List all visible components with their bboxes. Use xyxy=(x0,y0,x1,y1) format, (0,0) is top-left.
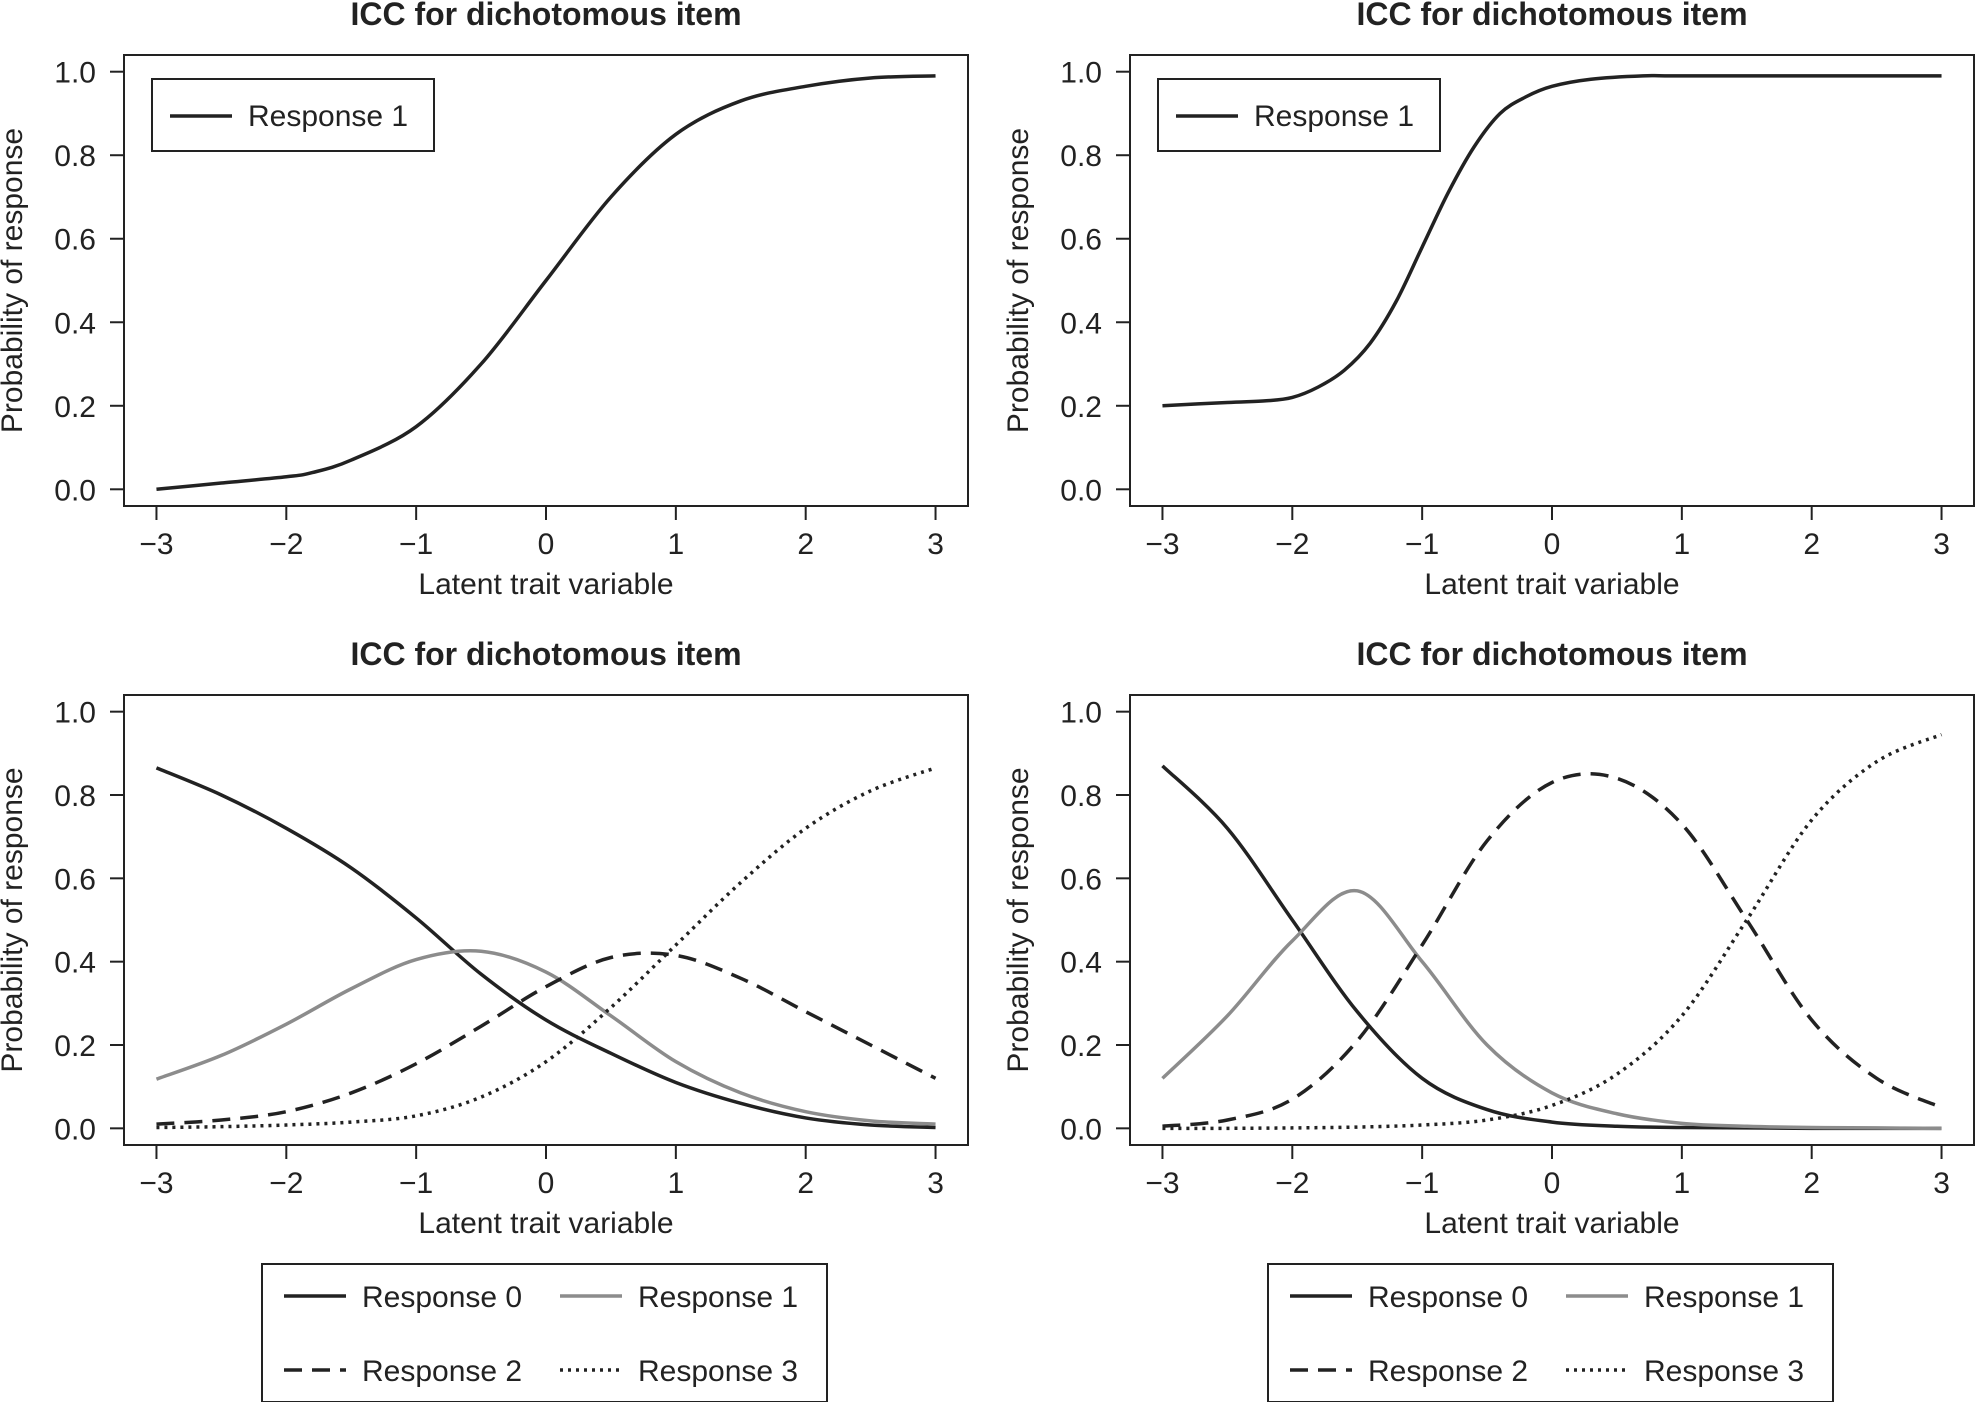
series-line-response-1 xyxy=(156,74,936,492)
x-tick-label: −2 xyxy=(1275,1167,1309,1200)
x-tick-label: 1 xyxy=(668,528,685,561)
x-tick-label: −2 xyxy=(269,528,303,561)
x-axis-label: Latent trait variable xyxy=(418,568,673,601)
chart-title: ICC for dichotomous item xyxy=(1356,636,1747,672)
x-tick-label: −2 xyxy=(269,1167,303,1200)
legend: Response 1 xyxy=(151,78,435,152)
x-tick-label: 0 xyxy=(1544,528,1561,561)
series-line-response-0 xyxy=(155,766,936,1130)
chart-title: ICC for dichotomous item xyxy=(350,0,741,32)
legend: Response 0 Response 1 Response 2 Response 3 xyxy=(261,1263,828,1402)
y-tick-label: 0.8 xyxy=(54,140,96,173)
y-tick-label: 0.0 xyxy=(54,1113,96,1146)
legend-label: Response 2 xyxy=(362,1355,522,1388)
y-tick-label: 0.4 xyxy=(54,947,96,980)
legend: Response 0 Response 1 Response 2 Response 3 xyxy=(1267,1263,1834,1402)
x-tick-label: −1 xyxy=(399,528,433,561)
series-line-response-1 xyxy=(1161,889,1942,1131)
x-tick-label: −3 xyxy=(139,528,173,561)
x-tick-label: 1 xyxy=(668,1167,685,1200)
series-line-response-0 xyxy=(1161,764,1942,1131)
x-tick-label: 0 xyxy=(538,528,555,561)
y-tick-label: 0.8 xyxy=(1060,780,1102,813)
y-tick-label: 0.2 xyxy=(54,1030,96,1063)
legend-label: Response 1 xyxy=(638,1281,798,1314)
x-tick-label: 2 xyxy=(797,1167,814,1200)
y-tick-label: 0.6 xyxy=(1060,863,1102,896)
x-axis-label: Latent trait variable xyxy=(1424,568,1679,601)
chart-panel-3: ICC for dichotomous item −3 −2 −1 0 1 2 3 0.0 0.2… xyxy=(0,636,969,1402)
legend-label: Response 1 xyxy=(1644,1281,1804,1314)
chart-panel-1: ICC for dichotomous item −3 −2 −1 0 1 2 3 0.0 0.2… xyxy=(0,0,969,601)
legend-label: Response 1 xyxy=(248,100,408,133)
y-tick-label: 0.4 xyxy=(1060,307,1102,340)
y-axis-label: Probability of response xyxy=(1002,767,1035,1072)
legend-label: Response 3 xyxy=(1644,1355,1804,1388)
y-tick-label: 0.6 xyxy=(54,863,96,896)
x-tick-label: 2 xyxy=(797,528,814,561)
legend-label: Response 0 xyxy=(1368,1281,1528,1314)
legend-label: Response 2 xyxy=(1368,1355,1528,1388)
y-tick-label: 0.4 xyxy=(54,307,96,340)
y-axis-label: Probability of response xyxy=(0,767,29,1072)
x-tick-label: −1 xyxy=(399,1167,433,1200)
legend-label: Response 0 xyxy=(362,1281,522,1314)
y-tick-label: 0.0 xyxy=(1060,474,1102,507)
x-tick-label: 3 xyxy=(927,528,944,561)
x-tick-label: 2 xyxy=(1803,528,1820,561)
series-line-response-1 xyxy=(1162,73,1942,408)
y-tick-label: 1.0 xyxy=(1060,697,1102,730)
x-tick-label: 2 xyxy=(1803,1167,1820,1200)
legend-box xyxy=(1267,1263,1834,1402)
y-axis-label: Probability of response xyxy=(0,128,29,433)
y-tick-label: 0.0 xyxy=(54,474,96,507)
y-tick-label: 0.2 xyxy=(1060,1030,1102,1063)
x-tick-label: −3 xyxy=(1145,1167,1179,1200)
series-line-response-2 xyxy=(1162,772,1943,1128)
x-axis-label: Latent trait variable xyxy=(418,1207,673,1240)
y-tick-label: 1.0 xyxy=(54,697,96,730)
x-tick-label: 1 xyxy=(1674,1167,1691,1200)
chart-panel-2: ICC for dichotomous item −3 −2 −1 0 1 2 3 0.0 0.2… xyxy=(1002,0,1975,601)
x-axis-label: Latent trait variable xyxy=(1424,1207,1679,1240)
y-tick-label: 0.8 xyxy=(54,780,96,813)
x-tick-label: −3 xyxy=(1145,528,1179,561)
chart-title: ICC for dichotomous item xyxy=(350,636,741,672)
legend-label: Response 1 xyxy=(1254,100,1414,133)
x-tick-label: 0 xyxy=(538,1167,555,1200)
series-line-response-2 xyxy=(156,951,937,1126)
chart-panel-4: ICC for dichotomous item −3 −2 −1 0 1 2 3 0.0 0.2… xyxy=(1002,636,1975,1402)
y-tick-label: 1.0 xyxy=(54,57,96,90)
x-tick-label: 1 xyxy=(1674,528,1691,561)
y-tick-label: 1.0 xyxy=(1060,57,1102,90)
legend-label: Response 3 xyxy=(638,1355,798,1388)
x-tick-label: 3 xyxy=(927,1167,944,1200)
x-tick-label: −1 xyxy=(1405,528,1439,561)
legend: Response 1 xyxy=(1157,78,1441,152)
plot-frame xyxy=(123,694,969,1146)
y-tick-label: 0.0 xyxy=(1060,1113,1102,1146)
y-tick-label: 0.4 xyxy=(1060,947,1102,980)
y-tick-label: 0.6 xyxy=(54,224,96,257)
chart-title: ICC for dichotomous item xyxy=(1356,0,1747,32)
x-tick-label: 3 xyxy=(1933,528,1950,561)
y-tick-label: 0.8 xyxy=(1060,140,1102,173)
legend-box xyxy=(261,1263,828,1402)
y-axis-label: Probability of response xyxy=(1002,128,1035,433)
x-tick-label: 3 xyxy=(1933,1167,1950,1200)
x-tick-label: −3 xyxy=(139,1167,173,1200)
series-line-response-3 xyxy=(1162,732,1943,1131)
x-tick-label: −2 xyxy=(1275,528,1309,561)
x-tick-label: −1 xyxy=(1405,1167,1439,1200)
y-tick-label: 0.2 xyxy=(54,391,96,424)
x-tick-label: 0 xyxy=(1544,1167,1561,1200)
series-line-response-1 xyxy=(155,948,936,1126)
plot-frame xyxy=(1129,694,1975,1146)
series-line-response-3 xyxy=(156,766,937,1130)
y-tick-label: 0.2 xyxy=(1060,391,1102,424)
y-tick-label: 0.6 xyxy=(1060,224,1102,257)
